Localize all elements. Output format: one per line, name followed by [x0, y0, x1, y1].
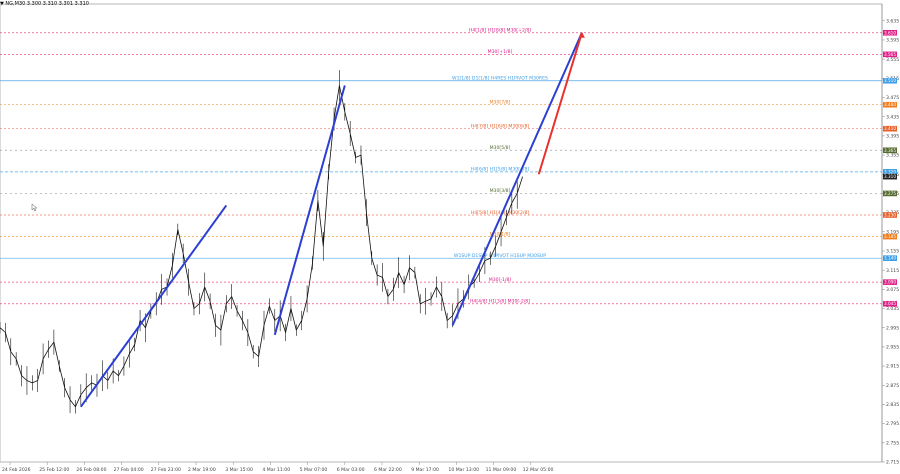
level-price-tag [883, 51, 897, 58]
y-tick-label: 2.915 [886, 364, 899, 370]
level-label: W1[1/8] D1[1/8] H4RES H1PIVOT M30RES [452, 76, 548, 82]
x-tick-label: 27 Feb 04:00 [114, 467, 144, 473]
x-tick-label: 27 Feb 23:00 [151, 467, 181, 473]
x-tick-label: 11 Mar 09:00 [486, 467, 517, 473]
y-tick-label: 3.595 [886, 38, 899, 44]
y-tick-label: 2.835 [886, 402, 899, 408]
y-tick-label: 3.355 [886, 153, 899, 159]
y-tick-label: 3.395 [886, 133, 899, 139]
y-tick-label: 3.035 [886, 306, 899, 312]
y-tick-label: 3.475 [886, 95, 899, 101]
level-price-tag [883, 125, 897, 132]
level-price-tag-text: 3.365 [884, 148, 896, 153]
x-tick-label: 6 Mar 03:00 [337, 467, 365, 473]
level-label: H4[4/8] H1[3/8] M30[-2/8] [470, 299, 530, 305]
level-label: W1SUP D1SUP H4PIVOT H1SUP M30SUP [454, 253, 546, 259]
x-tick-label: 3 Mar 15:00 [225, 467, 253, 473]
trend-arrowhead [578, 31, 585, 38]
level-label: M30[3/8] [490, 188, 511, 194]
x-tick-label: 25 Feb 12:00 [39, 467, 69, 473]
trend-line[interactable] [273, 85, 346, 336]
x-tick-label: 12 Mar 05:00 [523, 467, 554, 473]
level-label: H4[5/8] H1[4/8] M30[2/8] [471, 210, 530, 216]
level-price-tag-text: 3.610 [884, 30, 896, 35]
level-label: M30[-1/8] [489, 277, 512, 283]
plot-frame [0, 3, 883, 463]
level-price-tag [883, 279, 897, 285]
y-tick-label: 3.195 [886, 229, 899, 235]
level-price-tag-text: 3.410 [884, 126, 896, 131]
mouse-cursor-icon [31, 203, 38, 212]
level-price-tag [883, 77, 897, 84]
y-tick-label: 2.715 [886, 460, 899, 466]
level-price-tag-text: 3.460 [884, 102, 896, 107]
x-tick-label: 5 Mar 07:00 [300, 467, 328, 473]
y-tick-label: 3.155 [886, 249, 899, 255]
level-price-tag-text: 3.320 [884, 169, 896, 174]
level-label: H4[6/8] H1[5/8] M30[4/8] [471, 167, 530, 173]
level-price-tag-text: 3.140 [884, 256, 896, 261]
level-price-tag [883, 101, 897, 108]
y-tick-label: 3.435 [886, 114, 899, 120]
level-label: M30[7/8] [490, 100, 511, 106]
level-price-tag-text: 3.045 [884, 301, 896, 306]
x-tick-label: 24 Feb 2026 [2, 467, 31, 473]
x-tick-label: 9 Mar 17:00 [411, 467, 439, 473]
level-label: H4[1/8] H1[8/8] M30[+2/8] [469, 28, 531, 34]
level-price-tag [883, 29, 897, 36]
y-tick-label: 3.635 [886, 18, 899, 24]
level-price-tag [883, 212, 897, 218]
level-price-tag-text: 3.090 [884, 280, 896, 285]
level-label: H4[7/8] H1[6/8] M30[6/8] [471, 123, 530, 129]
level-price-tag-text: 3.565 [884, 52, 896, 57]
x-tick-label: 2 Mar 19:00 [188, 467, 216, 473]
y-tick-label: 2.995 [886, 325, 899, 331]
x-tick-label: 6 Mar 22:00 [374, 467, 402, 473]
current-price-tag-text: 3.310 [884, 174, 896, 179]
trend-line[interactable] [537, 32, 583, 175]
level-label: M30[5/8] [490, 145, 511, 151]
y-tick-label: 2.755 [886, 440, 899, 446]
y-tick-label: 2.875 [886, 383, 899, 389]
x-tick-label: 4 Mar 11:00 [262, 467, 290, 473]
level-price-tag [883, 233, 897, 240]
level-price-tag-text: 3.230 [884, 213, 896, 218]
y-tick-label: 3.075 [886, 287, 899, 293]
current-price-tag [883, 173, 897, 180]
level-label: M30[+1/8] [488, 49, 513, 55]
level-price-tag [883, 300, 897, 307]
y-tick-label: 3.115 [886, 268, 899, 274]
trend-line[interactable] [451, 32, 583, 326]
y-tick-label: 3.555 [886, 57, 899, 63]
level-price-tag [883, 169, 897, 175]
level-price-tag-text: 3.510 [884, 78, 896, 83]
y-tick-label: 2.955 [886, 345, 899, 351]
level-price-tag [883, 255, 897, 261]
price-series-line [0, 85, 523, 408]
level-price-tag-text: 3.275 [884, 191, 896, 196]
level-price-tag [883, 190, 897, 197]
x-tick-label: 26 Feb 08:00 [76, 467, 106, 473]
trend-line[interactable] [80, 204, 228, 408]
level-price-tag [883, 147, 897, 154]
y-tick-label: 2.795 [886, 421, 899, 427]
level-price-tag-text: 3.185 [884, 234, 896, 239]
x-tick-label: 10 Mar 13:00 [448, 467, 479, 473]
